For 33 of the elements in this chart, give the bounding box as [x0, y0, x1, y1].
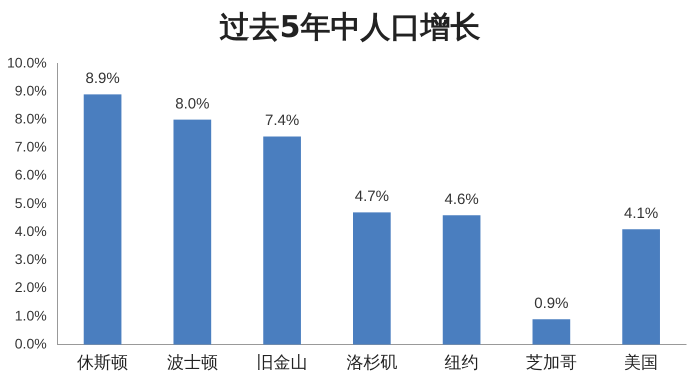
x-tick-label: 休斯顿 [77, 353, 128, 374]
data-label: 8.0% [175, 95, 210, 112]
y-tick-label: 9.0% [14, 82, 47, 98]
bar [173, 120, 212, 345]
data-label: 4.7% [354, 188, 389, 206]
bar [84, 94, 122, 345]
data-label: 0.9% [534, 294, 568, 312]
data-label: 4.1% [624, 204, 658, 222]
y-tick-label: 5.0% [14, 194, 47, 211]
bar [263, 136, 301, 345]
bar [532, 319, 570, 345]
y-tick-label: 6.0% [14, 166, 47, 183]
y-tick-label: 8.0% [14, 110, 47, 126]
y-tick-label: 3.0% [14, 251, 47, 268]
x-tick-label: 芝加哥 [526, 353, 577, 374]
y-tick-label: 0.0% [14, 335, 47, 352]
y-tick-label: 1.0% [14, 307, 47, 324]
bar [442, 215, 480, 345]
x-tick-label: 美国 [624, 353, 658, 374]
x-tick-label: 波士顿 [166, 353, 218, 374]
data-label: 8.9% [85, 70, 120, 87]
data-label: 4.6% [444, 190, 479, 208]
data-label: 7.4% [264, 112, 300, 130]
y-tick-label: 2.0% [14, 279, 47, 296]
y-tick-label: 7.0% [14, 138, 47, 155]
y-tick-label: 4.0% [14, 222, 47, 239]
bar [353, 212, 391, 345]
bar [622, 229, 660, 345]
x-tick-label: 纽约 [444, 353, 479, 374]
chart-title: 过去5年中人口增长 [218, 9, 482, 47]
y-tick-label: 10.0% [6, 54, 47, 70]
x-tick-label: 洛杉矶 [346, 353, 398, 374]
x-tick-label: 旧金山 [256, 353, 308, 374]
